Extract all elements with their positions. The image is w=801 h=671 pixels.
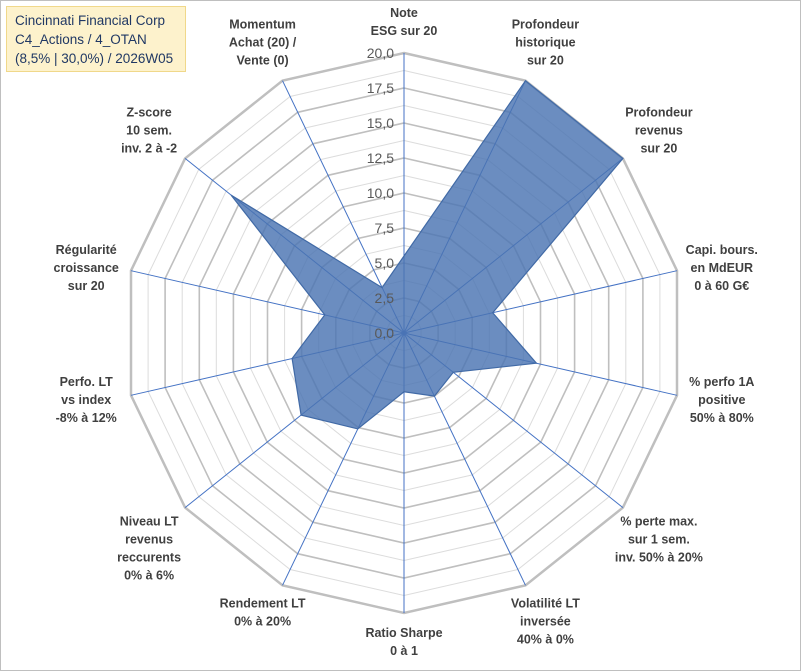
axis-label-line: Z-score [127,105,172,119]
tick-label: 7,5 [375,220,395,236]
axis-label: Z-score 10 sem. inv. 2 à -2 [121,105,177,155]
axis-label-line: Achat (20) / [229,35,297,49]
axis-label-line: ESG sur 20 [371,24,438,38]
axis-label-line: Ratio Sharpe [365,626,442,640]
chart-title-line-2: C4_Actions / 4_OTAN [15,32,147,47]
axis-label-line: en MdEUR [691,261,754,275]
axis-label-line: positive [698,393,745,407]
axis-label-line: revenus [125,533,173,547]
axis-label: Note ESG sur 20 [371,6,438,38]
axis-label-line: Note [390,6,418,20]
axis-label-line: Profondeur [625,105,692,119]
axis-label-line: -8% à 12% [56,411,117,425]
series-area [230,79,624,430]
axis-label: Régularité croissance sur 20 [54,243,119,293]
radar-axis-labels: Note ESG sur 20 Profondeur historique sur 20… [54,6,758,658]
axis-label-line: reccurents [117,551,181,565]
tick-label: 17,5 [367,80,394,96]
axis-label: Ratio Sharpe 0 à 1 [365,626,442,658]
axis-label-line: sur 20 [68,279,105,293]
axis-label-line: Rendement LT [220,597,306,611]
axis-label: Rendement LT 0% à 20% [220,597,306,629]
axis-label-line: sur 20 [527,53,564,67]
axis-label-line: inv. 2 à -2 [121,141,177,155]
axis-label-line: Perfo. LT [60,375,114,389]
axis-label-line: Profondeur [512,17,579,31]
chart-title-line-1: Cincinnati Financial Corp [15,13,166,28]
axis-label-line: historique [515,35,575,49]
axis-label-line: % perfo 1A [689,375,754,389]
axis-label-line: Momentum [229,17,296,31]
axis-label-line: Volatilité LT [511,597,580,611]
radar-tick-labels: 0,0 2,5 5,0 7,5 10,0 12,5 15,0 17,5 20,0 [367,45,394,341]
axis-label-line: Régularité [56,243,117,257]
axis-label-line: sur 20 [640,141,677,155]
tick-label: 15,0 [367,115,394,131]
axis-label-line: 0% à 6% [124,569,174,583]
tick-label: 12,5 [367,150,394,166]
tick-label: 5,0 [375,255,395,271]
axis-label-line: 0% à 20% [234,615,291,629]
axis-label-line: Niveau LT [120,515,179,529]
radar-series [230,79,624,430]
axis-label-line: croissance [54,261,119,275]
axis-label-line: 10 sem. [126,123,172,137]
axis-label-line: inversée [520,615,571,629]
tick-label: 10,0 [367,185,394,201]
axis-label-line: revenus [635,123,683,137]
axis-label-line: sur 1 sem. [628,533,690,547]
axis-label-line: Vente (0) [237,53,289,67]
axis-label: Momentum Achat (20) / Vente (0) [229,17,297,67]
axis-label-line: % perte max. [620,515,697,529]
axis-label: % perte max. sur 1 sem. inv. 50% à 20% [615,515,703,565]
chart-title-line-3: (8,5% | 30,0%) / 2026W05 [15,51,174,66]
axis-label: Profondeur revenus sur 20 [625,105,692,155]
tick-label: 20,0 [367,45,394,61]
axis-label-line: 50% à 80% [690,411,754,425]
axis-label-line: inv. 50% à 20% [615,551,703,565]
tick-label: 2,5 [375,290,395,306]
axis-label-line: Capi. bours. [686,243,758,257]
tick-label: 0,0 [375,325,395,341]
axis-label: Perfo. LT vs index -8% à 12% [56,375,117,425]
axis-label-line: 40% à 0% [517,633,574,647]
chart-title-box: Cincinnati Financial Corp C4_Actions / 4… [6,6,186,72]
axis-label: Capi. bours. en MdEUR 0 à 60 G€ [686,243,758,293]
axis-label-line: 0 à 1 [390,644,418,658]
axis-label: Volatilité LT inversée 40% à 0% [511,597,580,647]
axis-label: Niveau LT revenus reccurents 0% à 6% [117,515,181,583]
axis-label-line: 0 à 60 G€ [694,279,749,293]
axis-label: % perfo 1A positive 50% à 80% [689,375,754,425]
axis-label-line: vs index [61,393,111,407]
axis-label: Profondeur historique sur 20 [512,17,579,67]
